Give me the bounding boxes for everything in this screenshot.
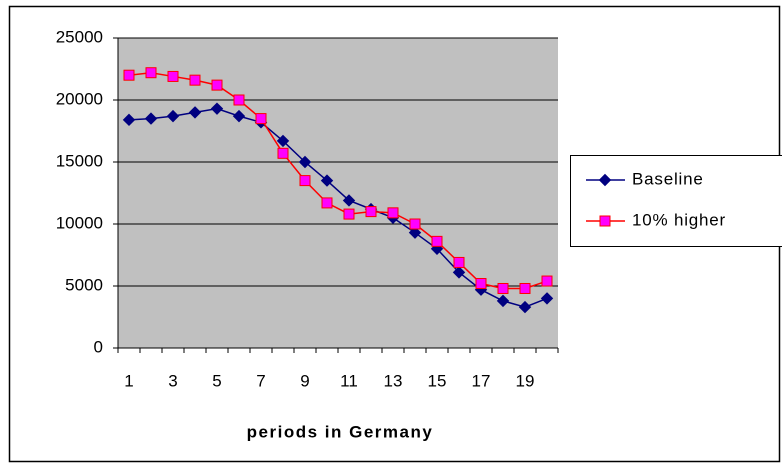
data-point: [387, 207, 399, 219]
data-point: [408, 226, 422, 239]
data-point: [123, 69, 135, 81]
data-point: [518, 300, 532, 314]
legend-label: Baseline: [632, 169, 704, 188]
legend-label: 10% higher: [632, 210, 726, 229]
data-point: [409, 218, 421, 230]
x-axis-title: periods in Germany: [247, 422, 434, 441]
data-point: [189, 74, 201, 86]
data-point: [232, 109, 246, 123]
x-tick-label: 13: [384, 371, 403, 390]
y-tick-label: 20000: [56, 89, 103, 108]
legend-marker: [599, 215, 611, 227]
data-point: [320, 174, 334, 187]
data-point: [299, 175, 311, 187]
data-point: [233, 94, 245, 106]
data-point: [145, 67, 157, 79]
data-point: [321, 197, 333, 209]
data-point: [453, 256, 465, 268]
data-point: [431, 235, 443, 247]
data-point: [122, 113, 136, 127]
y-tick-label: 10000: [56, 213, 103, 232]
x-tick-label: 7: [256, 371, 265, 390]
x-tick-label: 3: [168, 371, 177, 390]
data-point: [211, 79, 223, 91]
data-point: [210, 102, 224, 115]
legend-box: [570, 155, 782, 247]
data-point: [255, 113, 267, 125]
data-point: [188, 106, 202, 119]
data-point: [276, 134, 290, 148]
data-point: [167, 70, 179, 82]
x-tick-label: 11: [340, 371, 358, 390]
data-point: [519, 282, 531, 294]
data-point: [496, 294, 510, 308]
data-point: [298, 155, 312, 169]
y-tick-label: 0: [94, 337, 103, 356]
x-tick-label: 1: [124, 371, 133, 390]
data-point: [540, 292, 554, 305]
data-point: [343, 208, 355, 220]
y-tick-label: 15000: [56, 151, 103, 170]
data-point: [475, 278, 487, 290]
y-tick-label: 25000: [56, 27, 103, 46]
plot-area: [118, 38, 558, 348]
data-point: [342, 194, 356, 207]
data-point: [166, 109, 180, 123]
legend-marker: [598, 173, 612, 187]
data-point: [277, 147, 289, 159]
data-point: [452, 266, 466, 279]
x-tick-label: 17: [472, 371, 491, 390]
x-tick-label: 9: [300, 371, 309, 390]
data-point: [144, 112, 158, 125]
data-point: [365, 206, 377, 218]
x-tick-label: 15: [428, 371, 447, 390]
y-tick-label: 5000: [65, 275, 103, 294]
x-tick-label: 19: [516, 371, 535, 390]
data-point: [541, 275, 553, 287]
data-point: [497, 282, 509, 294]
x-tick-label: 5: [212, 371, 221, 390]
